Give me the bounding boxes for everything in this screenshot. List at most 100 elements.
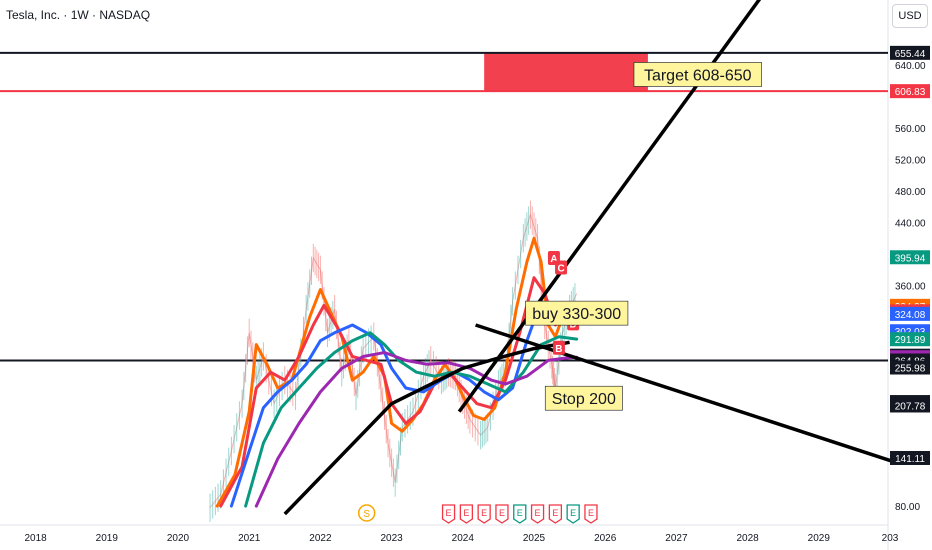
moving-average-line-4 <box>254 351 579 508</box>
annotation-text: Target 608-650 <box>644 67 752 84</box>
event-badge-tag <box>495 504 509 524</box>
time-tick-label: 2026 <box>594 533 617 544</box>
price-axis-ticks: 80.00 360.00 440.00 480.00 520.00 560.00 640.0… <box>895 61 926 513</box>
price-label-bg <box>890 84 930 99</box>
time-tick-label: 2022 <box>309 533 332 544</box>
price-label-text: 395.94 <box>895 253 926 264</box>
price-label-chip[interactable]: 655.44 <box>890 45 930 60</box>
event-badge-5[interactable]: E <box>513 504 527 524</box>
time-tick-label: 2029 <box>808 533 831 544</box>
signal-marker-letter: A <box>550 254 557 265</box>
annotation-text: Stop 200 <box>552 391 616 408</box>
event-badge-circle <box>357 504 376 522</box>
price-label-chip[interactable]: 291.89 <box>890 332 930 347</box>
time-tick-label: 2023 <box>380 533 403 544</box>
annotation-1[interactable]: buy 330-300 <box>525 300 629 326</box>
trendlines <box>283 0 898 516</box>
event-badge-0[interactable]: S <box>357 504 376 522</box>
event-badge-letter: E <box>535 508 541 518</box>
price-label-text: 141.11 <box>895 454 925 465</box>
trendline-1[interactable] <box>475 323 898 465</box>
event-badge-tag <box>513 504 527 524</box>
signal-marker-bg <box>555 260 568 275</box>
time-tick-label: 2027 <box>665 533 688 544</box>
price-label-chip[interactable]: 395.94 <box>890 250 930 265</box>
price-tick-label: 520.00 <box>895 156 926 167</box>
event-badge-2[interactable]: E <box>459 504 474 524</box>
horizontal-levels <box>0 51 888 362</box>
time-tick-label: 2024 <box>452 533 475 544</box>
price-label-bg <box>890 45 930 60</box>
price-labels: 655.44606.83395.94334.27327.28324.08302.… <box>890 45 930 465</box>
event-badge-4[interactable]: E <box>495 504 509 524</box>
time-tick-label: 2020 <box>167 533 190 544</box>
time-tick-label: 2028 <box>736 533 759 544</box>
event-badge-tag <box>548 504 563 524</box>
event-badge-letter: S <box>363 509 370 520</box>
time-axis-ticks: 2018 2019 2020 2021 2022 2023 2024 2025 2026 2027… <box>24 533 898 544</box>
trendline-0[interactable] <box>457 0 769 413</box>
annotations: Target 608-650 buy 330-300 Stop 200 <box>525 62 762 411</box>
price-label-text: 255.98 <box>895 364 926 375</box>
price-label-text: 324.08 <box>895 310 926 321</box>
time-tick-label: 2021 <box>238 533 261 544</box>
price-label-chip[interactable]: 141.11 <box>890 450 930 465</box>
event-badge-tag <box>566 504 580 524</box>
annotation-box <box>544 385 623 411</box>
price-label-text: 606.83 <box>895 87 926 98</box>
event-badge-tag <box>530 504 545 524</box>
event-badge-7[interactable]: E <box>548 504 563 524</box>
trendline-2[interactable] <box>283 340 570 516</box>
signal-marker-bg <box>552 340 565 355</box>
moving-average-line-1 <box>219 276 579 508</box>
price-label-bg <box>890 360 930 375</box>
event-badge-6[interactable]: E <box>530 504 545 524</box>
annotation-2[interactable]: Stop 200 <box>544 385 623 411</box>
price-tick-label: 440.00 <box>895 219 926 230</box>
time-tick-label: 2018 <box>24 533 47 544</box>
price-label-bg <box>890 250 930 265</box>
annotation-text: buy 330-300 <box>532 306 621 323</box>
signal-marker-letter: C <box>557 263 564 274</box>
event-badge-letter: E <box>570 508 576 518</box>
signal-marker-b: B <box>552 340 565 355</box>
signal-marker-c: C <box>555 260 568 275</box>
price-label-chip[interactable]: 255.98 <box>890 360 930 375</box>
price-tick-label: 480.00 <box>895 187 926 198</box>
event-badge-letter: E <box>463 508 469 518</box>
event-badge-letter: E <box>517 508 523 518</box>
event-badge-letter: E <box>446 508 452 518</box>
price-label-chip[interactable]: 606.83 <box>890 84 930 99</box>
moving-average-line-3 <box>244 331 579 508</box>
price-label-bg <box>890 398 930 413</box>
time-tick-label: 203 <box>882 533 899 544</box>
price-tick-label: 80.00 <box>895 502 920 513</box>
price-label-bg <box>890 450 930 465</box>
moving-averages <box>215 236 579 508</box>
price-label-bg <box>890 306 930 321</box>
event-badge-8[interactable]: E <box>566 504 580 524</box>
event-badge-letter: E <box>499 508 505 518</box>
event-badge-tag <box>477 504 491 524</box>
time-tick-label: 2025 <box>523 533 546 544</box>
time-tick-label: 2019 <box>96 533 119 544</box>
price-label-chip[interactable]: 207.78 <box>890 398 930 413</box>
target-zone <box>484 52 648 92</box>
price-label-chip[interactable]: 324.08 <box>890 306 930 321</box>
annotation-0[interactable]: Target 608-650 <box>633 62 762 87</box>
event-badge-letter: E <box>481 508 487 518</box>
event-badge-letter: E <box>588 508 594 518</box>
price-tick-label: 360.00 <box>895 282 926 293</box>
price-tick-label: 640.00 <box>895 61 926 72</box>
price-label-text: 655.44 <box>895 49 926 60</box>
event-badge-3[interactable]: E <box>477 504 491 524</box>
currency-button[interactable]: USD <box>892 4 928 28</box>
price-label-text: 207.78 <box>895 401 926 412</box>
price-label-bg <box>890 332 930 347</box>
event-badge-9[interactable]: E <box>584 504 598 524</box>
price-label-text: 291.89 <box>895 335 926 346</box>
event-badge-1[interactable]: E <box>441 504 456 524</box>
target-zone-rect[interactable] <box>484 52 648 92</box>
